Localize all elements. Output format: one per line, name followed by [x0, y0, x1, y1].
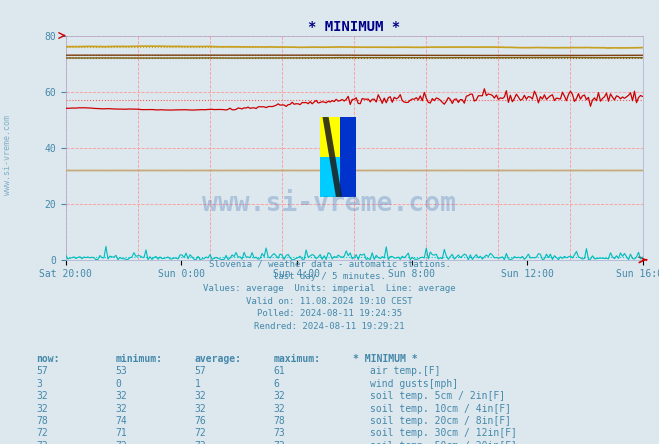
Text: 57: 57: [36, 366, 48, 377]
Text: 73: 73: [36, 441, 48, 444]
Text: soil temp. 50cm / 20in[F]: soil temp. 50cm / 20in[F]: [370, 441, 517, 444]
Text: 73: 73: [273, 428, 285, 439]
Text: 6: 6: [273, 379, 279, 389]
Text: 32: 32: [194, 391, 206, 401]
Text: 32: 32: [36, 391, 48, 401]
Text: 73: 73: [273, 441, 285, 444]
Text: soil temp. 5cm / 2in[F]: soil temp. 5cm / 2in[F]: [370, 391, 505, 401]
Text: 57: 57: [194, 366, 206, 377]
Text: 1: 1: [194, 379, 200, 389]
Text: 71: 71: [115, 428, 127, 439]
Text: * MINIMUM *: * MINIMUM *: [353, 354, 417, 364]
Text: Values: average  Units: imperial  Line: average: Values: average Units: imperial Line: av…: [203, 284, 456, 293]
Bar: [320, 157, 339, 197]
Text: Polled: 2024-08-11 19:24:35: Polled: 2024-08-11 19:24:35: [257, 309, 402, 318]
Text: 78: 78: [36, 416, 48, 426]
Text: 61: 61: [273, 366, 285, 377]
Title: * MINIMUM *: * MINIMUM *: [308, 20, 400, 34]
Text: 3: 3: [36, 379, 42, 389]
Text: 78: 78: [273, 416, 285, 426]
Text: 73: 73: [194, 441, 206, 444]
Text: air temp.[F]: air temp.[F]: [370, 366, 441, 377]
Text: soil temp. 30cm / 12in[F]: soil temp. 30cm / 12in[F]: [370, 428, 517, 439]
Text: wind gusts[mph]: wind gusts[mph]: [370, 379, 459, 389]
Text: Slovenia / weather data - automatic stations.: Slovenia / weather data - automatic stat…: [208, 259, 451, 269]
Text: 32: 32: [273, 404, 285, 414]
Text: maximum:: maximum:: [273, 354, 320, 364]
Text: 32: 32: [194, 404, 206, 414]
Text: 72: 72: [36, 428, 48, 439]
Text: Valid on: 11.08.2024 19:10 CEST: Valid on: 11.08.2024 19:10 CEST: [246, 297, 413, 306]
Text: 32: 32: [115, 404, 127, 414]
Text: 32: 32: [36, 404, 48, 414]
Bar: [320, 117, 339, 157]
Text: 0: 0: [115, 379, 121, 389]
Text: soil temp. 10cm / 4in[F]: soil temp. 10cm / 4in[F]: [370, 404, 511, 414]
Text: 32: 32: [273, 391, 285, 401]
Text: 72: 72: [115, 441, 127, 444]
Text: minimum:: minimum:: [115, 354, 162, 364]
Text: Rendred: 2024-08-11 19:29:21: Rendred: 2024-08-11 19:29:21: [254, 321, 405, 331]
Polygon shape: [322, 117, 342, 197]
Text: now:: now:: [36, 354, 60, 364]
Text: www.si-vreme.com: www.si-vreme.com: [202, 191, 457, 217]
Text: 76: 76: [194, 416, 206, 426]
Text: 74: 74: [115, 416, 127, 426]
Text: www.si-vreme.com: www.si-vreme.com: [3, 115, 13, 195]
Text: last day / 5 minutes.: last day / 5 minutes.: [273, 272, 386, 281]
Bar: [339, 117, 356, 197]
Text: soil temp. 20cm / 8in[F]: soil temp. 20cm / 8in[F]: [370, 416, 511, 426]
Text: 53: 53: [115, 366, 127, 377]
Text: 72: 72: [194, 428, 206, 439]
Text: average:: average:: [194, 354, 241, 364]
Text: 32: 32: [115, 391, 127, 401]
